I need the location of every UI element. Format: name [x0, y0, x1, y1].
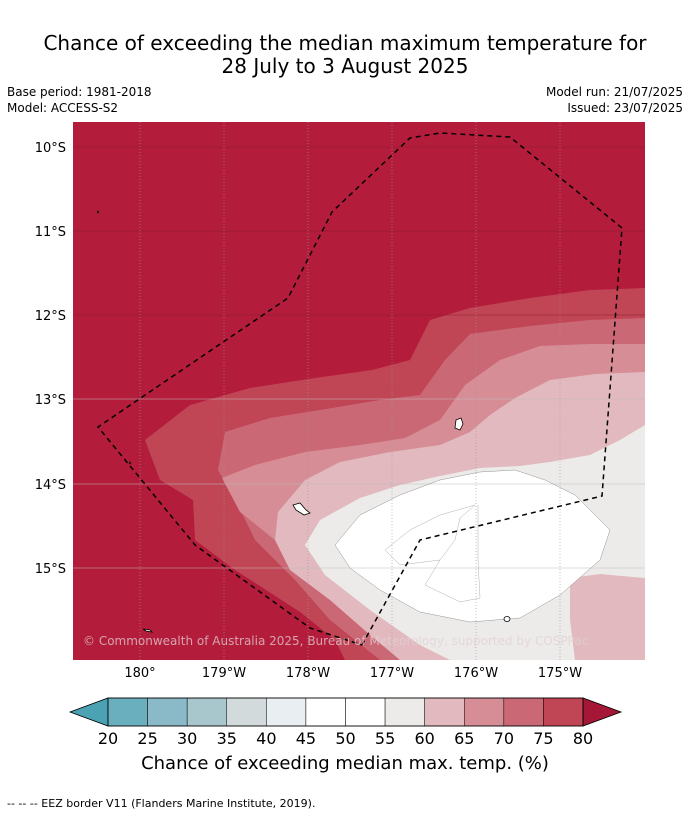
latitude-labels: 10°S 11°S 12°S 13°S 14°S 15°S [35, 141, 66, 577]
contour-lines [334, 469, 611, 623]
colorbar-under-arrow [68, 697, 109, 727]
model-run: Model run: 21/07/2025 [545, 85, 683, 99]
base-period: Base period: 1981-2018 [7, 85, 152, 99]
probability-field [73, 122, 645, 660]
lon-label: 179°W [202, 666, 246, 681]
colorbar-over-arrow [582, 697, 623, 727]
lat-label: 15°S [35, 562, 66, 577]
chart-title-line-1: Chance of exceeding the median maximum t… [43, 31, 647, 55]
lon-label: 175°W [538, 666, 582, 681]
eez-border [96, 132, 623, 646]
colorbar-segment [464, 697, 505, 727]
issued-date: Issued: 23/07/2025 [567, 101, 683, 115]
colorbar-segment [305, 697, 346, 727]
eez-footnote: -- -- -- EEZ border V11 (Flanders Marine… [7, 797, 316, 810]
colorbar-tick: 30 [177, 729, 197, 748]
lat-label: 11°S [35, 225, 66, 240]
lon-label: 178°W [286, 666, 330, 681]
colorbar-segment [424, 697, 465, 727]
colorbar-tick: 50 [335, 729, 355, 748]
colorbar-segment [503, 697, 544, 727]
lon-label: 176°W [454, 666, 498, 681]
islands [96, 210, 511, 633]
colorbar [68, 697, 623, 727]
colorbar-segment [345, 697, 386, 727]
colorbar-tick: 80 [573, 729, 593, 748]
longitude-labels: 180° 179°W 178°W 177°W 176°W 175°W [124, 666, 582, 681]
colorbar-tick: 65 [454, 729, 474, 748]
colorbar-label: Chance of exceeding median max. temp. (%… [141, 753, 549, 774]
colorbar-segment [226, 697, 267, 727]
colorbar-tick: 35 [217, 729, 237, 748]
lat-label: 10°S [35, 141, 66, 156]
colorbar-tick-labels: 20 25 30 35 40 45 50 55 60 65 70 75 80 [98, 729, 593, 748]
colorbar-tick: 75 [533, 729, 553, 748]
lat-label: 12°S [35, 309, 66, 324]
colorbar-tick: 25 [137, 729, 157, 748]
colorbar-segment [543, 697, 584, 727]
copyright-notice: © Commonwealth of Australia 2025, Bureau… [83, 634, 588, 648]
colorbar-tick: 45 [296, 729, 316, 748]
colorbar-tick: 20 [98, 729, 118, 748]
colorbar-segment [186, 697, 228, 727]
region-45-50 [335, 470, 610, 622]
lon-label: 180° [124, 666, 155, 681]
colorbar-tick: 55 [375, 729, 395, 748]
colorbar-segment [147, 697, 188, 727]
colorbar-tick: 40 [256, 729, 276, 748]
chart-title-line-2: 28 July to 3 August 2025 [221, 54, 469, 78]
lat-label: 13°S [35, 393, 66, 408]
model-name: Model: ACCESS-S2 [7, 101, 119, 115]
gridlines [73, 122, 645, 660]
lat-label: 14°S [35, 478, 66, 493]
lon-label: 177°W [370, 666, 414, 681]
colorbar-segment [266, 697, 307, 727]
colorbar-tick: 60 [414, 729, 434, 748]
colorbar-tick: 70 [494, 729, 514, 748]
colorbar-segment [107, 697, 148, 727]
colorbar-segment [384, 697, 425, 727]
